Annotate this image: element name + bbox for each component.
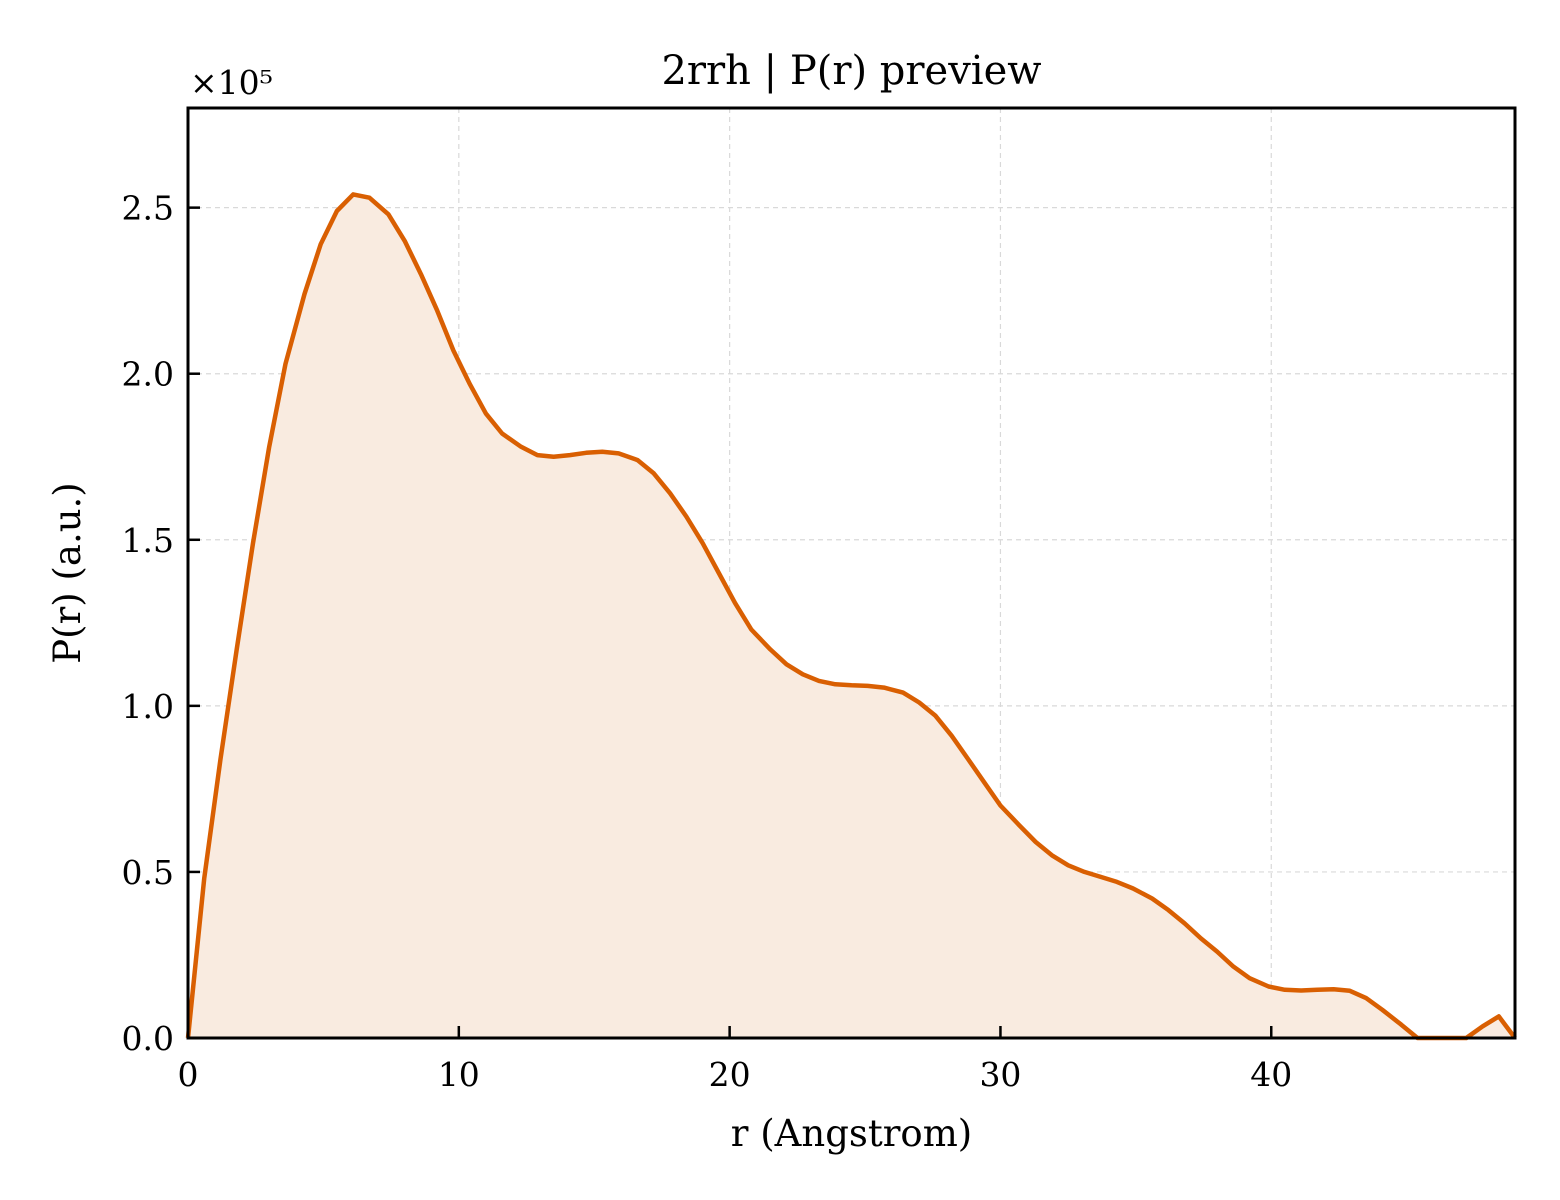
- axis-ticks: 0 10 20 30 40 0.0 0.5 1.0 1.5 2.0 2.5: [122, 189, 1293, 1094]
- pr-area-fill: [188, 194, 1515, 1038]
- x-axis-title: r (Angstrom): [731, 1112, 972, 1155]
- y-tick-label: 2.5: [122, 189, 174, 228]
- x-tick-label: 0: [178, 1055, 199, 1094]
- x-tick-label: 40: [1250, 1055, 1292, 1094]
- chart-title: 2rrh | P(r) preview: [661, 48, 1041, 94]
- x-tick-label: 10: [438, 1055, 480, 1094]
- x-tick-label: 20: [709, 1055, 751, 1094]
- y-tick-label: 1.5: [122, 521, 174, 560]
- y-tick-label: 0.0: [122, 1019, 174, 1058]
- y-axis-title: P(r) (a.u.): [46, 482, 89, 664]
- pr-series-line: [185, 192, 1517, 1041]
- y-tick-label: 0.5: [122, 853, 174, 892]
- x-tick-label: 30: [979, 1055, 1021, 1094]
- y-tick-label: 1.0: [122, 687, 174, 726]
- y-axis-offset-label: ×10⁵: [190, 63, 273, 102]
- plot-frame: [186, 106, 1517, 1040]
- y-tick-label: 2.0: [122, 355, 174, 394]
